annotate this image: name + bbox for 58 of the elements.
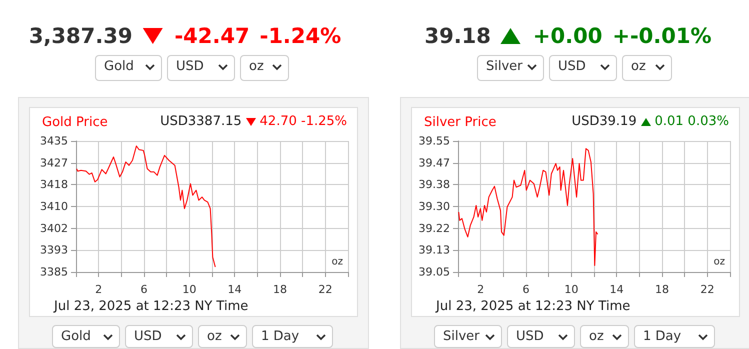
dropdown[interactable]: USD bbox=[507, 325, 575, 348]
x-tick-label: 10 bbox=[564, 283, 578, 296]
dropdown[interactable]: Silver bbox=[434, 325, 502, 348]
chart-title: Silver Price bbox=[424, 115, 496, 130]
text: +-0.01% bbox=[612, 24, 712, 48]
x-tick-label: 22 bbox=[700, 283, 714, 296]
text: 42.70 -1.25% bbox=[260, 114, 347, 129]
x-tick-label: 18 bbox=[655, 283, 669, 296]
text: 0.01 0.03% bbox=[654, 114, 729, 129]
x-tick-label: 6 bbox=[522, 283, 530, 296]
x-tick-label: 10 bbox=[182, 283, 196, 296]
y-tick-label: 3385 bbox=[40, 266, 68, 278]
text: 3,387.39 bbox=[28, 24, 132, 48]
dropdown[interactable]: USD bbox=[549, 55, 617, 81]
dropdown[interactable]: 1 Day bbox=[252, 325, 333, 348]
text: 39.18 bbox=[424, 24, 491, 48]
dropdown[interactable]: 1 Day bbox=[634, 325, 715, 348]
x-tick-label: 14 bbox=[228, 283, 242, 296]
y-tick-label: 3393 bbox=[40, 244, 68, 257]
x-axis-title: Jul 23, 2025 at 12:23 NY Time bbox=[53, 299, 248, 314]
y-tick-label: 39.13 bbox=[418, 244, 450, 257]
x-axis-title: Jul 23, 2025 at 12:23 NY Time bbox=[435, 299, 630, 314]
y-tick-label: 3402 bbox=[40, 222, 68, 235]
line-series bbox=[458, 148, 598, 266]
dropdown[interactable]: Silver bbox=[477, 55, 544, 81]
y-tick-label: 3410 bbox=[40, 200, 68, 213]
dropdown[interactable]: oz bbox=[622, 55, 672, 81]
chart-subtitle: USD3387.15 bbox=[160, 114, 242, 129]
dropdown[interactable]: USD bbox=[167, 55, 235, 81]
x-tick-label: 14 bbox=[610, 283, 624, 296]
text: +0.00 bbox=[532, 24, 602, 48]
annotation: oz bbox=[332, 256, 344, 268]
annotation: oz bbox=[714, 256, 726, 268]
x-tick-label: 2 bbox=[95, 283, 102, 296]
dropdown[interactable]: oz bbox=[198, 325, 247, 348]
y-tick-label: 39.05 bbox=[418, 266, 450, 278]
chart-title: Gold Price bbox=[42, 115, 108, 130]
dropdown[interactable]: USD bbox=[125, 325, 193, 348]
x-tick-label: 18 bbox=[273, 283, 287, 296]
line-series bbox=[76, 145, 216, 268]
text: -1.24% bbox=[260, 24, 342, 48]
x-tick-label: 6 bbox=[140, 283, 148, 296]
y-tick-label: 3418 bbox=[40, 178, 68, 192]
y-tick-label: 3427 bbox=[40, 156, 68, 170]
y-tick-label: 39.30 bbox=[418, 200, 450, 213]
dropdown[interactable]: Gold bbox=[95, 55, 162, 81]
y-tick-label: 39.22 bbox=[418, 222, 450, 235]
dropdown[interactable]: Gold bbox=[52, 325, 120, 348]
chart-subtitle: USD39.19 bbox=[572, 114, 637, 129]
y-tick-label: 39.47 bbox=[418, 156, 450, 170]
dropdown[interactable]: oz bbox=[240, 55, 289, 81]
y-tick-label: 3435 bbox=[40, 134, 68, 148]
y-tick-label: 39.38 bbox=[418, 178, 450, 192]
x-tick-label: 22 bbox=[318, 283, 332, 296]
x-tick-label: 2 bbox=[477, 283, 484, 296]
dropdown[interactable]: oz bbox=[580, 325, 629, 348]
y-tick-label: 39.55 bbox=[418, 134, 450, 148]
text: -42.47 bbox=[174, 24, 250, 48]
